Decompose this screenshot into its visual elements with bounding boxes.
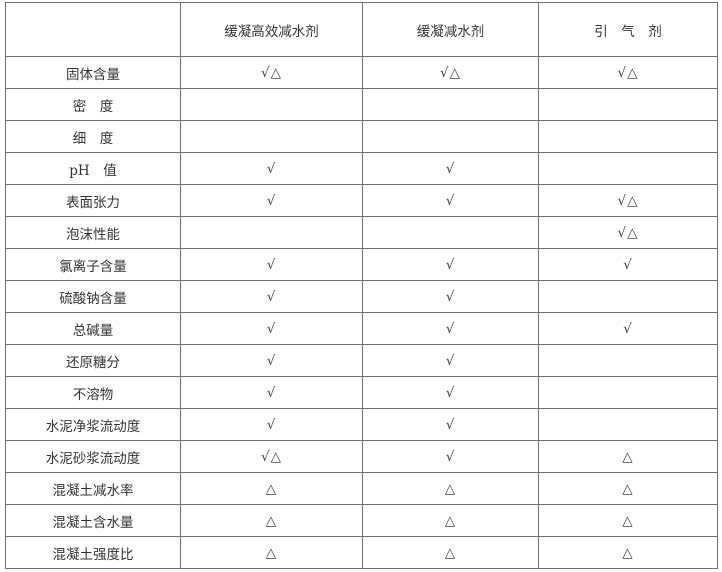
row-mark-c1: √ <box>180 408 363 441</box>
row-label: 硫酸钠含量 <box>5 280 181 313</box>
row-label: 不溶物 <box>5 376 181 409</box>
table-row: 水泥砂浆流动度 √△ √ △ <box>5 440 718 473</box>
row-label: pH 值 <box>5 152 181 185</box>
table-row: 混凝土减水率 △ △ △ <box>5 472 718 505</box>
row-mark-c3: √ <box>538 312 718 345</box>
row-mark-c3: √△ <box>538 184 718 217</box>
row-mark-c1: △ <box>180 536 363 569</box>
row-mark-c1: √ <box>180 376 363 409</box>
table-row: 表面张力 √ √ √△ <box>5 184 718 217</box>
table-row: 氯离子含量 √ √ √ <box>5 248 718 281</box>
row-mark-c2: △ <box>362 504 539 537</box>
row-mark-c3 <box>538 376 718 409</box>
row-mark-c2: √△ <box>362 56 539 89</box>
row-mark-c3 <box>538 408 718 441</box>
row-label: 固体含量 <box>5 56 181 89</box>
header-air-entraining-agent: 引 气 剂 <box>538 2 718 57</box>
table-row: 混凝土含水量 △ △ △ <box>5 504 718 537</box>
row-mark-c3 <box>538 152 718 185</box>
row-mark-c2 <box>362 216 539 249</box>
table-row: 细 度 <box>5 120 718 153</box>
row-label: 氯离子含量 <box>5 248 181 281</box>
row-mark-c2: √ <box>362 440 539 473</box>
row-mark-c1: △ <box>180 472 363 505</box>
row-mark-c2: √ <box>362 184 539 217</box>
row-mark-c3: △ <box>538 536 718 569</box>
row-mark-c1: △ <box>180 504 363 537</box>
header-retarding-water-reducer: 缓凝减水剂 <box>362 2 539 57</box>
row-mark-c3 <box>538 280 718 313</box>
row-mark-c3: √△ <box>538 56 718 89</box>
row-mark-c2: √ <box>362 312 539 345</box>
row-mark-c2 <box>362 120 539 153</box>
row-mark-c1: √ <box>180 344 363 377</box>
row-mark-c1: √ <box>180 280 363 313</box>
row-label: 还原糖分 <box>5 344 181 377</box>
row-label: 混凝土含水量 <box>5 504 181 537</box>
row-mark-c1: √△ <box>180 56 363 89</box>
row-mark-c1: √△ <box>180 440 363 473</box>
row-label: 总碱量 <box>5 312 181 345</box>
row-mark-c2: √ <box>362 408 539 441</box>
row-label: 混凝土减水率 <box>5 472 181 505</box>
row-mark-c2: √ <box>362 376 539 409</box>
row-mark-c2: △ <box>362 536 539 569</box>
row-mark-c2: √ <box>362 248 539 281</box>
table-row: 密 度 <box>5 88 718 121</box>
table-row: 混凝土强度比 △ △ △ <box>5 536 718 569</box>
row-label: 细 度 <box>5 120 181 153</box>
table-row: 硫酸钠含量 √ √ <box>5 280 718 313</box>
row-mark-c3: √△ <box>538 216 718 249</box>
row-mark-c3: △ <box>538 472 718 505</box>
row-label: 密 度 <box>5 88 181 121</box>
admixture-test-table: 缓凝高效减水剂 缓凝减水剂 引 气 剂 固体含量 √△ √△ √△ 密 度细 度 pH 值… <box>5 2 718 569</box>
row-mark-c1: √ <box>180 152 363 185</box>
header-retarding-superplasticizer: 缓凝高效减水剂 <box>180 2 363 57</box>
row-mark-c2: √ <box>362 344 539 377</box>
table-row: 总碱量 √ √ √ <box>5 312 718 345</box>
row-mark-c3: △ <box>538 504 718 537</box>
row-mark-c1 <box>180 120 363 153</box>
row-mark-c3 <box>538 88 718 121</box>
row-mark-c3 <box>538 120 718 153</box>
row-mark-c3: √ <box>538 248 718 281</box>
row-mark-c1 <box>180 216 363 249</box>
row-label: 表面张力 <box>5 184 181 217</box>
table-row: 固体含量 √△ √△ √△ <box>5 56 718 89</box>
header-row: 缓凝高效减水剂 缓凝减水剂 引 气 剂 <box>5 2 718 57</box>
row-mark-c1: √ <box>180 184 363 217</box>
table-row: 水泥净浆流动度 √ √ <box>5 408 718 441</box>
row-mark-c2: √ <box>362 152 539 185</box>
row-label: 混凝土强度比 <box>5 536 181 569</box>
row-mark-c1: √ <box>180 312 363 345</box>
row-label: 泡沫性能 <box>5 216 181 249</box>
table-row: pH 值 √ √ <box>5 152 718 185</box>
row-mark-c2 <box>362 88 539 121</box>
header-blank <box>5 2 181 57</box>
row-mark-c3 <box>538 344 718 377</box>
row-label: 水泥砂浆流动度 <box>5 440 181 473</box>
row-label: 水泥净浆流动度 <box>5 408 181 441</box>
table-row: 泡沫性能 √△ <box>5 216 718 249</box>
table-row: 还原糖分 √ √ <box>5 344 718 377</box>
row-mark-c1 <box>180 88 363 121</box>
row-mark-c3: △ <box>538 440 718 473</box>
row-mark-c2: △ <box>362 472 539 505</box>
row-mark-c2: √ <box>362 280 539 313</box>
table-row: 不溶物 √ √ <box>5 376 718 409</box>
row-mark-c1: √ <box>180 248 363 281</box>
